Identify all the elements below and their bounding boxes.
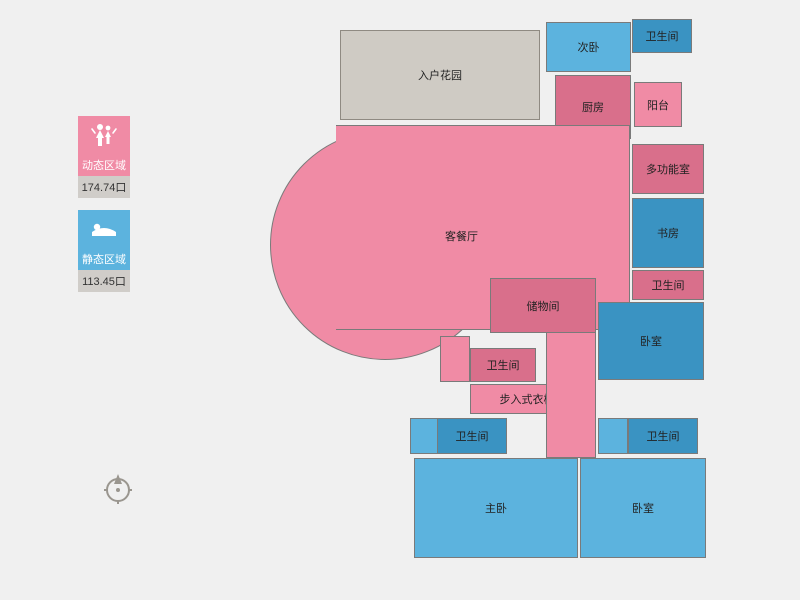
room-hall-strip (546, 332, 596, 458)
room-bath-4l-ext (410, 418, 438, 454)
room-label: 入户花园 (418, 67, 462, 83)
room-label: 书房 (657, 225, 679, 241)
room-multi: 多功能室 (632, 144, 704, 194)
room-label: 卫生间 (487, 357, 520, 373)
room-entry-garden: 入户花园 (340, 30, 540, 120)
room-balcony: 阳台 (634, 82, 682, 127)
legend-static-value: 113.45口 (78, 270, 130, 292)
room-label: 卫生间 (652, 277, 685, 293)
room-bath-1: 卫生间 (632, 19, 692, 53)
room-bath-4r: 卫生间 (628, 418, 698, 454)
stage: 动态区域 174.74口 静态区域 113.45口 入户花园次卧卫生间厨房阳台多… (0, 0, 800, 600)
room-label: 卫生间 (647, 428, 680, 444)
room-label: 卧室 (632, 500, 654, 516)
room-storage: 储物间 (490, 278, 596, 333)
room-label: 次卧 (578, 39, 600, 55)
room-bath-2: 卫生间 (632, 270, 704, 300)
legend-dynamic: 动态区域 174.74口 (78, 116, 130, 198)
room-sec-bedroom: 次卧 (546, 22, 631, 72)
room-bath-3: 卫生间 (470, 348, 536, 382)
room-bath-4r-ext (598, 418, 628, 454)
room-label: 卫生间 (456, 428, 489, 444)
room-bedroom-r2: 卧室 (580, 458, 706, 558)
free-label: 客餐厅 (445, 228, 478, 244)
room-bedroom-r1: 卧室 (598, 302, 704, 380)
room-left-notch (440, 336, 470, 382)
legend-static-label: 静态区域 (78, 248, 130, 270)
room-master: 主卧 (414, 458, 578, 558)
room-bath-4l: 卫生间 (437, 418, 507, 454)
sleep-icon (78, 210, 130, 248)
room-label: 阳台 (647, 97, 669, 113)
room-label: 厨房 (582, 99, 604, 115)
room-label: 主卧 (485, 500, 507, 516)
legend-dynamic-value: 174.74口 (78, 176, 130, 198)
room-label: 储物间 (527, 298, 560, 314)
room-study: 书房 (632, 198, 704, 268)
room-label: 多功能室 (646, 161, 690, 177)
legend-static: 静态区域 113.45口 (78, 210, 130, 292)
room-label: 卫生间 (646, 28, 679, 44)
compass-icon (100, 470, 136, 506)
people-icon (78, 116, 130, 154)
room-label: 卧室 (640, 333, 662, 349)
legend-dynamic-label: 动态区域 (78, 154, 130, 176)
